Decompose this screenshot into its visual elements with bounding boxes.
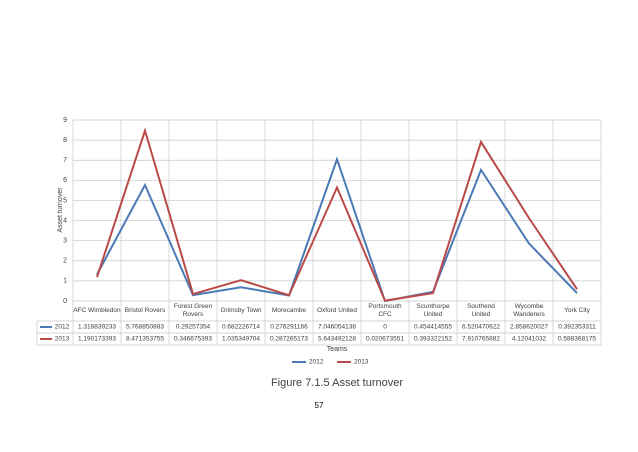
table-series-name: 2013 bbox=[55, 336, 70, 343]
series-line bbox=[96, 156, 578, 303]
y-tick-label: 3 bbox=[63, 238, 67, 245]
table-value: 6.520470622 bbox=[462, 324, 500, 331]
table-value: 0.588368175 bbox=[558, 336, 596, 343]
table-value: 1.318839233 bbox=[78, 324, 116, 331]
table-value: 0.020673551 bbox=[366, 336, 404, 343]
table-value: 7.046054138 bbox=[318, 324, 356, 331]
x-tick-label: Scunthorpe United bbox=[416, 302, 450, 318]
x-tick-label: Southend United bbox=[467, 302, 495, 318]
table-value: 0.393322152 bbox=[414, 336, 452, 343]
y-tick-label: 2 bbox=[63, 258, 67, 265]
x-tick-label: Oxford United bbox=[316, 306, 358, 314]
table-value: 0.682226714 bbox=[222, 324, 260, 331]
legend-label: 2013 bbox=[354, 359, 369, 366]
y-tick-label: 7 bbox=[63, 157, 67, 164]
y-tick-label: 0 bbox=[63, 298, 67, 305]
y-tick-label: 4 bbox=[63, 217, 67, 224]
table-value: 0.454414555 bbox=[414, 324, 452, 331]
y-tick-label: 5 bbox=[63, 197, 67, 204]
table-value: 4.12041032 bbox=[512, 336, 547, 343]
x-tick-label: Forest Green Rovers bbox=[173, 302, 213, 318]
table-value: 0.392353311 bbox=[558, 324, 596, 331]
series-line bbox=[96, 127, 578, 302]
y-axis-label: Asset turnover bbox=[57, 187, 64, 233]
x-tick-label: Wycombe Wanderers bbox=[513, 302, 545, 318]
x-axis-label: Teams bbox=[327, 346, 348, 353]
table-value: 1.035349704 bbox=[222, 336, 260, 343]
table-value: 0 bbox=[383, 324, 387, 331]
legend-label: 2012 bbox=[309, 359, 324, 366]
x-tick-label: Morecambe bbox=[271, 306, 307, 314]
x-tick-label: Bristol Rovers bbox=[124, 306, 166, 314]
table-series-name: 2012 bbox=[55, 324, 70, 331]
table-value: 0.287265173 bbox=[270, 336, 308, 343]
page-number: 57 bbox=[315, 401, 324, 410]
table-value: 8.471353755 bbox=[126, 336, 164, 343]
y-tick-label: 9 bbox=[63, 117, 67, 124]
table-value: 2.858620027 bbox=[510, 324, 548, 331]
table-value: 0.29257354 bbox=[176, 324, 211, 331]
table-value: 1.190173393 bbox=[78, 336, 116, 343]
y-tick-label: 6 bbox=[63, 177, 67, 184]
x-tick-label: AFC Wimbledon bbox=[73, 306, 121, 314]
table-value: 7.910765882 bbox=[462, 336, 500, 343]
x-tick-label: Grimsby Town bbox=[220, 306, 262, 314]
x-tick-label: York City bbox=[564, 306, 590, 314]
table-value: 0.276291166 bbox=[270, 324, 308, 331]
y-tick-label: 1 bbox=[63, 278, 67, 285]
figure-caption: Figure 7.1.5 Asset turnover bbox=[271, 377, 403, 389]
table-value: 5.643492128 bbox=[318, 336, 356, 343]
y-tick-label: 8 bbox=[63, 137, 67, 144]
table-value: 0.346675393 bbox=[174, 336, 212, 343]
table-value: 5.768850883 bbox=[126, 324, 164, 331]
x-tick-label: Portsmouth CFC bbox=[368, 302, 402, 318]
